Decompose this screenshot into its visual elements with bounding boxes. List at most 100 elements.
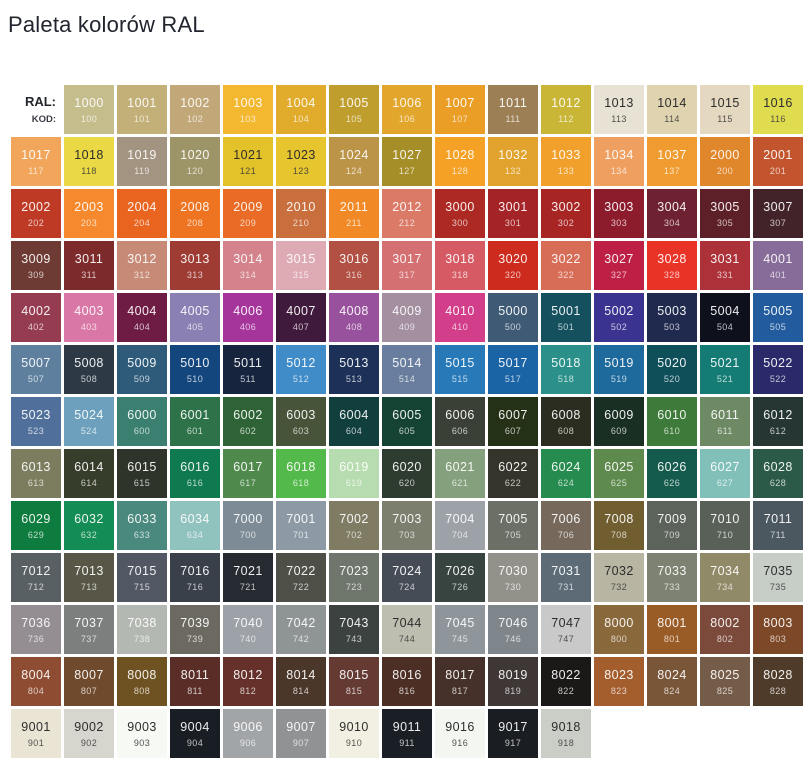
ral-code: 8022 xyxy=(551,667,581,682)
kod-code: 633 xyxy=(133,529,151,540)
kod-code: 601 xyxy=(186,425,204,436)
ral-swatch-6007: 6007 607 xyxy=(488,397,538,446)
ral-swatch-9004: 9004 904 xyxy=(170,709,220,758)
ral-swatch-6026: 6026 626 xyxy=(647,449,697,498)
kod-code: 509 xyxy=(133,373,151,384)
ral-swatch-3014: 3014 314 xyxy=(223,241,273,290)
ral-code: 5011 xyxy=(233,355,263,370)
ral-code: 6017 xyxy=(233,459,263,474)
kod-code: 514 xyxy=(398,373,416,384)
ral-swatch-5022: 5022 522 xyxy=(753,345,803,394)
kod-code: 304 xyxy=(663,217,681,228)
ral-swatch-6013: 6013 613 xyxy=(11,449,61,498)
kod-code: 802 xyxy=(716,633,734,644)
ral-code: 7037 xyxy=(74,615,104,630)
kod-code: 738 xyxy=(133,633,151,644)
kod-code: 742 xyxy=(292,633,310,644)
kod-code: 711 xyxy=(770,529,786,540)
ral-code: 3015 xyxy=(286,251,316,266)
ral-code: 2012 xyxy=(392,199,422,214)
kod-code: 101 xyxy=(133,113,151,124)
kod-code: 701 xyxy=(292,529,310,540)
ral-swatch-1004: 1004 104 xyxy=(276,85,326,134)
ral-code: 7045 xyxy=(445,615,475,630)
ral-code: 1018 xyxy=(74,147,104,162)
ral-swatch-5019: 5019 519 xyxy=(594,345,644,394)
ral-code: 8007 xyxy=(74,667,104,682)
kod-code: 401 xyxy=(769,269,787,280)
ral-swatch-7016: 7016 716 xyxy=(170,553,220,602)
ral-code: 6002 xyxy=(233,407,263,422)
ral-code: 1033 xyxy=(551,147,581,162)
ral-code: 1011 xyxy=(498,95,528,110)
ral-code: 7040 xyxy=(233,615,263,630)
kod-code: 702 xyxy=(345,529,363,540)
kod-code: 211 xyxy=(346,217,362,228)
kod-code: 114 xyxy=(664,113,680,124)
ral-code: 3011 xyxy=(74,251,104,266)
ral-swatch-7042: 7042 742 xyxy=(276,605,326,654)
ral-code: 6024 xyxy=(551,459,581,474)
kod-code: 133 xyxy=(557,165,575,176)
ral-code: 3018 xyxy=(445,251,475,266)
ral-code: 2010 xyxy=(286,199,316,214)
ral-code: 1034 xyxy=(604,147,634,162)
ral-code: 8015 xyxy=(339,667,369,682)
ral-swatch-5023: 5023 523 xyxy=(11,397,61,446)
ral-code: 5003 xyxy=(657,303,687,318)
kod-code: 902 xyxy=(80,737,98,748)
kod-code: 121 xyxy=(239,165,257,176)
kod-code: 202 xyxy=(27,217,45,228)
ral-swatch-4001: 4001 401 xyxy=(753,241,803,290)
ral-swatch-7039: 7039 739 xyxy=(170,605,220,654)
ral-code: 3002 xyxy=(551,199,581,214)
kod-code: 704 xyxy=(451,529,469,540)
kod-code: 815 xyxy=(345,685,363,696)
ral-swatch-2000: 2000 200 xyxy=(700,137,750,186)
ral-code: 7022 xyxy=(286,563,316,578)
kod-code: 100 xyxy=(80,113,98,124)
ral-swatch-1003: 1003 103 xyxy=(223,85,273,134)
kod-code: 614 xyxy=(80,477,98,488)
kod-code: 721 xyxy=(239,581,257,592)
ral-swatch-4005: 4005 405 xyxy=(170,293,220,342)
ral-code: 1021 xyxy=(233,147,263,162)
ral-code: 6006 xyxy=(445,407,475,422)
kod-code: 102 xyxy=(186,113,204,124)
ral-code: 4008 xyxy=(339,303,369,318)
ral-swatch-5000: 5000 500 xyxy=(488,293,538,342)
ral-code: 5010 xyxy=(180,355,210,370)
kod-code: 137 xyxy=(663,165,681,176)
ral-code: 6021 xyxy=(445,459,475,474)
ral-code: 8008 xyxy=(127,667,157,682)
kod-code: 822 xyxy=(557,685,575,696)
kod-code: 315 xyxy=(292,269,310,280)
ral-swatch-7024: 7024 724 xyxy=(382,553,432,602)
ral-code: 7032 xyxy=(604,563,634,578)
ral-swatch-1012: 1012 112 xyxy=(541,85,591,134)
kod-code: 605 xyxy=(398,425,416,436)
ral-swatch-7037: 7037 737 xyxy=(64,605,114,654)
ral-code: 3013 xyxy=(180,251,210,266)
kod-code: 603 xyxy=(292,425,310,436)
ral-code: 4002 xyxy=(21,303,51,318)
kod-code: 606 xyxy=(451,425,469,436)
ral-code: 8001 xyxy=(657,615,687,630)
kod-code: 627 xyxy=(716,477,734,488)
ral-code: 3012 xyxy=(127,251,157,266)
ral-swatch-8003: 8003 803 xyxy=(753,605,803,654)
kod-code: 505 xyxy=(769,321,787,332)
kod-code: 710 xyxy=(716,529,734,540)
ral-code: 7004 xyxy=(445,511,475,526)
ral-code: 1002 xyxy=(180,95,210,110)
ral-code: 7043 xyxy=(339,615,369,630)
ral-swatch-5020: 5020 520 xyxy=(647,345,697,394)
kod-code: 106 xyxy=(398,113,416,124)
ral-swatch-7009: 7009 709 xyxy=(647,501,697,550)
kod-code: 305 xyxy=(716,217,734,228)
kod-code: 736 xyxy=(27,633,45,644)
ral-code: 8017 xyxy=(445,667,475,682)
ral-code: 5001 xyxy=(551,303,581,318)
ral-palette-grid: RAL: KOD: 1000 100 1001 101 1002 102 1003 103 10… xyxy=(11,85,812,758)
kod-code: 212 xyxy=(398,217,416,228)
